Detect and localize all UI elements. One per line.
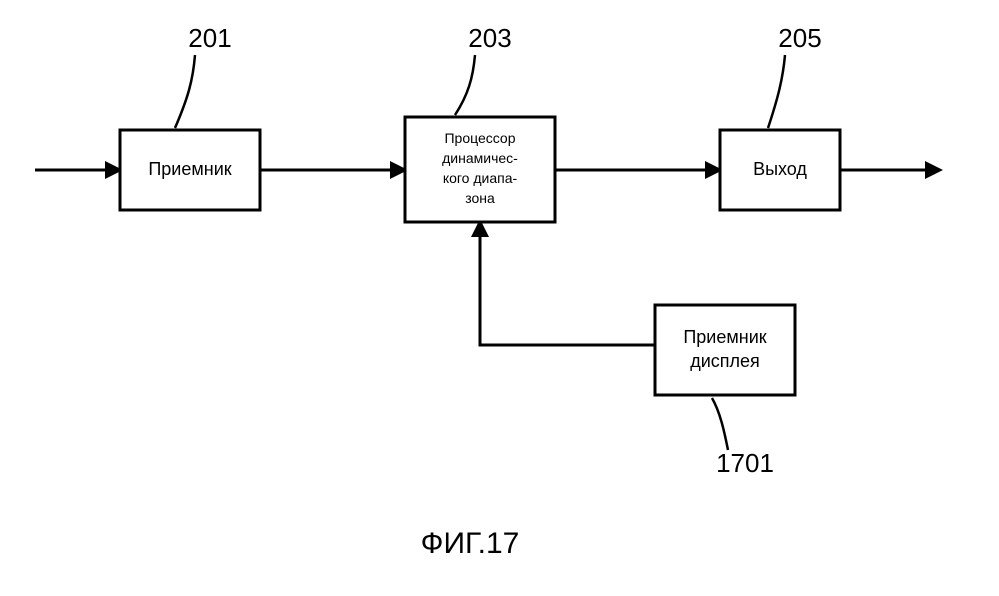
edge-display_rx-to-processor (480, 222, 655, 345)
node-processor-line-2: кого диапа- (443, 170, 518, 186)
node-display_rx-line-0: Приемник (683, 327, 766, 347)
ref-leader-receiver (175, 55, 195, 128)
node-processor-line-1: динамичес- (442, 150, 518, 166)
ref-display_rx: 1701 (716, 448, 774, 478)
ref-processor: 203 (468, 23, 511, 53)
figure-label: ФИГ.17 (421, 527, 520, 560)
node-receiver-label: Приемник (148, 159, 231, 179)
ref-leader-output (768, 55, 785, 128)
ref-output: 205 (778, 23, 821, 53)
ref-leader-display_rx (712, 398, 728, 450)
ref-receiver: 201 (188, 23, 231, 53)
node-processor-line-3: зона (465, 190, 495, 206)
ref-leader-processor (455, 55, 475, 115)
node-display_rx-line-1: дисплея (690, 351, 760, 371)
node-output-label: Выход (753, 159, 807, 179)
node-processor-line-0: Процессор (444, 130, 515, 146)
